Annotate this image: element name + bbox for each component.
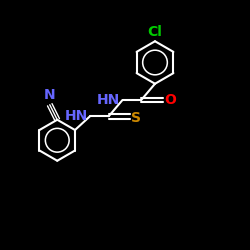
Text: HN: HN	[65, 109, 88, 123]
Text: O: O	[164, 93, 176, 107]
Text: N: N	[44, 88, 56, 102]
Text: HN: HN	[97, 92, 120, 106]
Text: S: S	[131, 110, 141, 124]
Text: Cl: Cl	[148, 25, 162, 39]
